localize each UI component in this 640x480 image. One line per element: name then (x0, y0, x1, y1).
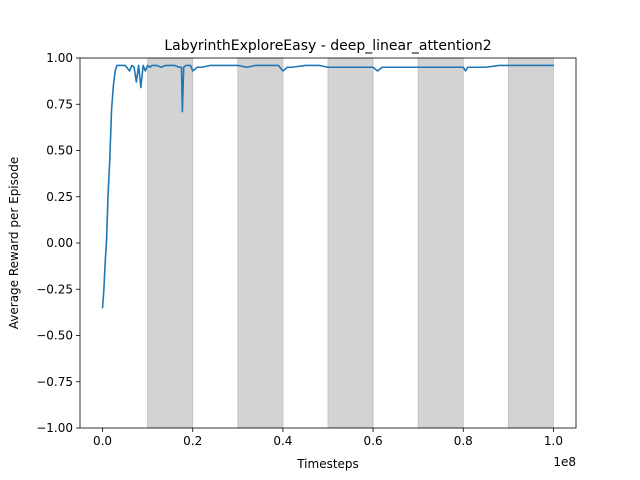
x-axis-label: Timesteps (296, 457, 359, 471)
series-line-1 (101, 64, 555, 309)
x-axis-offset-label: 1e8 (553, 455, 576, 469)
y-tick-label: −1.00 (36, 421, 73, 435)
y-tick-label: −0.75 (36, 375, 73, 389)
x-tick-label: 0.6 (364, 434, 383, 448)
y-tick-label: 0.00 (46, 236, 73, 250)
y-tick-label: 1.00 (46, 51, 73, 65)
series-layer (101, 64, 555, 309)
y-tick-label: 0.25 (46, 190, 73, 204)
y-axis-label: Average Reward per Episode (7, 157, 21, 329)
x-tick-label: 0.2 (183, 434, 202, 448)
chart-title: LabyrinthExploreEasy - deep_linear_atten… (164, 38, 491, 54)
shaded-region-5 (507, 57, 554, 429)
shaded-region-2 (237, 57, 284, 429)
x-tick-label: 0.4 (273, 434, 292, 448)
x-tick-label: 0.8 (454, 434, 473, 448)
y-tick-label: 0.75 (46, 97, 73, 111)
x-axis-ticks: 0.0 0.2 0.4 0.6 0.8 1.0 (93, 428, 563, 448)
shaded-region-4 (417, 57, 464, 429)
x-tick-label: 1.0 (544, 434, 563, 448)
y-axis-ticks: −1.00 −0.75 −0.50 −0.25 0.00 0.25 0.50 0.75 1.00 (36, 51, 80, 435)
shaded-regions (147, 57, 554, 429)
y-tick-label: −0.50 (36, 329, 73, 343)
x-tick-label: 0.0 (93, 434, 112, 448)
y-tick-label: −0.25 (36, 282, 73, 296)
y-tick-label: 0.50 (46, 144, 73, 158)
shaded-region-3 (327, 57, 374, 429)
shaded-region-1 (147, 57, 194, 429)
